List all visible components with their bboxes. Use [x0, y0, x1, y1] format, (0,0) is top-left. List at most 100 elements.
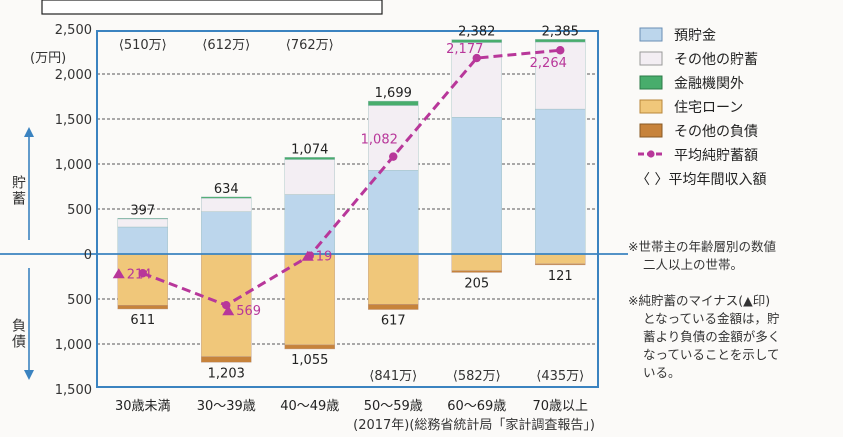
bar-segment-savings-2 — [284, 157, 335, 160]
legend-swatch — [639, 123, 663, 138]
x-tick-label: 30歳未満 — [115, 399, 171, 414]
y-tick-label: 0 — [84, 248, 92, 263]
y-unit-label: (万円) — [30, 51, 66, 66]
bar-segment-savings-0 — [368, 170, 419, 255]
y-tick-label: 1,500 — [55, 383, 92, 398]
net-savings-point — [556, 46, 565, 55]
income-label: ⟨841万⟩ — [369, 369, 417, 384]
x-axis: 30歳未満 30〜39歳 40〜49歳 50〜59歳 60〜69歳 70歳以上 — [115, 399, 588, 414]
bar-segment-savings-0 — [117, 226, 168, 255]
bar-segment-debt-0 — [535, 253, 586, 265]
debt-total-label: 1,055 — [291, 353, 328, 368]
y-tick-label: 500 — [67, 203, 92, 218]
legend-label: 〈 〉平均年間収入額 — [636, 172, 766, 188]
legend-label: 平均純貯蓄額 — [674, 148, 758, 164]
net-savings-label: 2,177 — [446, 42, 483, 57]
savings-total-label: 1,699 — [375, 86, 412, 101]
y-axis: 2,500 2,000 1,500 1,000 500 0 500 1,000 1,500 — [55, 23, 92, 398]
bar-segment-savings-0 — [535, 108, 586, 255]
net-savings-label: 569 — [236, 304, 261, 319]
savings-axis-arrowhead — [24, 127, 34, 137]
bar-segment-debt-1 — [284, 344, 335, 350]
net-savings-point — [389, 152, 398, 161]
net-savings-label: 214 — [127, 267, 152, 282]
note-line: いる。 — [643, 365, 681, 380]
x-tick-label: 30〜39歳 — [197, 399, 256, 414]
data-labels: 397 611 634 1,203 1,074 1,055 1,699 617 2,382 205… — [112, 24, 584, 384]
note-line: ※世帯主の年齢層別の数値 — [628, 239, 776, 254]
legend-label: 預貯金 — [674, 28, 716, 44]
income-label: ⟨435万⟩ — [536, 369, 584, 384]
savings-axis-label: 貯蓄 — [10, 175, 26, 207]
bar-segment-savings-2 — [117, 218, 168, 220]
y-tick-label: 500 — [67, 293, 92, 308]
legend-swatch — [639, 27, 663, 42]
legend-line-marker — [647, 150, 655, 158]
negative-marker-icon — [222, 305, 235, 316]
bars-group — [117, 39, 586, 363]
x-tick-label: 50〜59歳 — [364, 399, 423, 414]
bar-segment-debt-0 — [368, 253, 419, 305]
legend-label: その他の負債 — [674, 124, 758, 140]
income-label: ⟨510万⟩ — [119, 38, 167, 53]
note-line: となっている金額は，貯 — [643, 311, 780, 326]
bar-segment-savings-1 — [117, 218, 168, 228]
legend-swatch — [639, 99, 663, 114]
x-tick-label: 40〜49歳 — [280, 399, 339, 414]
bar-segment-debt-1 — [535, 263, 586, 266]
bar-segment-savings-2 — [451, 39, 502, 43]
net-savings-label: 1,082 — [361, 133, 398, 148]
debt-total-label: 205 — [464, 276, 489, 291]
income-label: ⟨612万⟩ — [202, 38, 250, 53]
bar-segment-savings-1 — [201, 197, 252, 212]
debt-axis-label: 負債 — [10, 318, 26, 350]
bar-segment-savings-0 — [451, 116, 502, 255]
plot-frame — [96, 30, 599, 388]
note-line: ※純貯蓄のマイナス(▲印) — [628, 293, 771, 308]
bar-segment-savings-0 — [284, 194, 335, 255]
debt-axis-arrowhead — [24, 370, 34, 380]
net-savings-polyline — [142, 48, 561, 307]
income-label: ⟨582万⟩ — [453, 369, 501, 384]
bar-segment-debt-1 — [368, 304, 419, 310]
bar-segment-debt-1 — [117, 305, 168, 310]
y-tick-label: 1,000 — [55, 338, 92, 353]
savings-total-label: 634 — [214, 182, 239, 197]
bar-segment-savings-2 — [201, 196, 252, 199]
bar-segment-savings-2 — [368, 100, 419, 106]
net-savings-point — [472, 53, 481, 63]
bar-segment-savings-1 — [284, 159, 335, 195]
legend-swatch — [639, 75, 663, 90]
note-line: 蓄より負債の金額が多く — [643, 329, 781, 344]
income-label: ⟨762万⟩ — [286, 38, 334, 53]
legend-label: 金融機関外 — [674, 76, 744, 92]
legend-label: 住宅ローン — [674, 100, 743, 116]
y-tick-label: 2,000 — [55, 68, 92, 83]
y-tick-label: 1,000 — [55, 158, 92, 173]
savings-total-label: 397 — [130, 203, 155, 218]
bar-segment-debt-0 — [284, 253, 335, 346]
savings-total-label: 1,074 — [291, 142, 328, 157]
note-line: なっていることを示して — [643, 347, 780, 362]
legend-label: その他の貯蓄 — [674, 52, 758, 68]
debt-total-label: 617 — [381, 314, 406, 329]
x-tick-label: 70歳以上 — [532, 399, 588, 414]
net-savings-label: 2,264 — [530, 56, 567, 71]
legend-swatch — [639, 51, 663, 66]
negative-marker-icon — [301, 250, 314, 261]
bar-segment-savings-2 — [535, 39, 586, 43]
bar-segment-savings-0 — [201, 211, 252, 255]
debt-total-label: 611 — [130, 313, 155, 328]
y-tick-label: 1,500 — [55, 113, 92, 128]
note-line: 二人以上の世帯。 — [643, 257, 744, 272]
caption-box — [41, 0, 383, 15]
bar-segment-debt-0 — [451, 253, 502, 271]
debt-total-label: 1,203 — [208, 366, 245, 381]
source-label: (2017年)(総務省統計局「家計調査報告」) — [353, 417, 595, 433]
debt-total-label: 121 — [548, 269, 573, 284]
negative-marker-icon — [112, 268, 125, 279]
bar-segment-debt-1 — [451, 270, 502, 273]
bar-segment-debt-1 — [201, 356, 252, 363]
